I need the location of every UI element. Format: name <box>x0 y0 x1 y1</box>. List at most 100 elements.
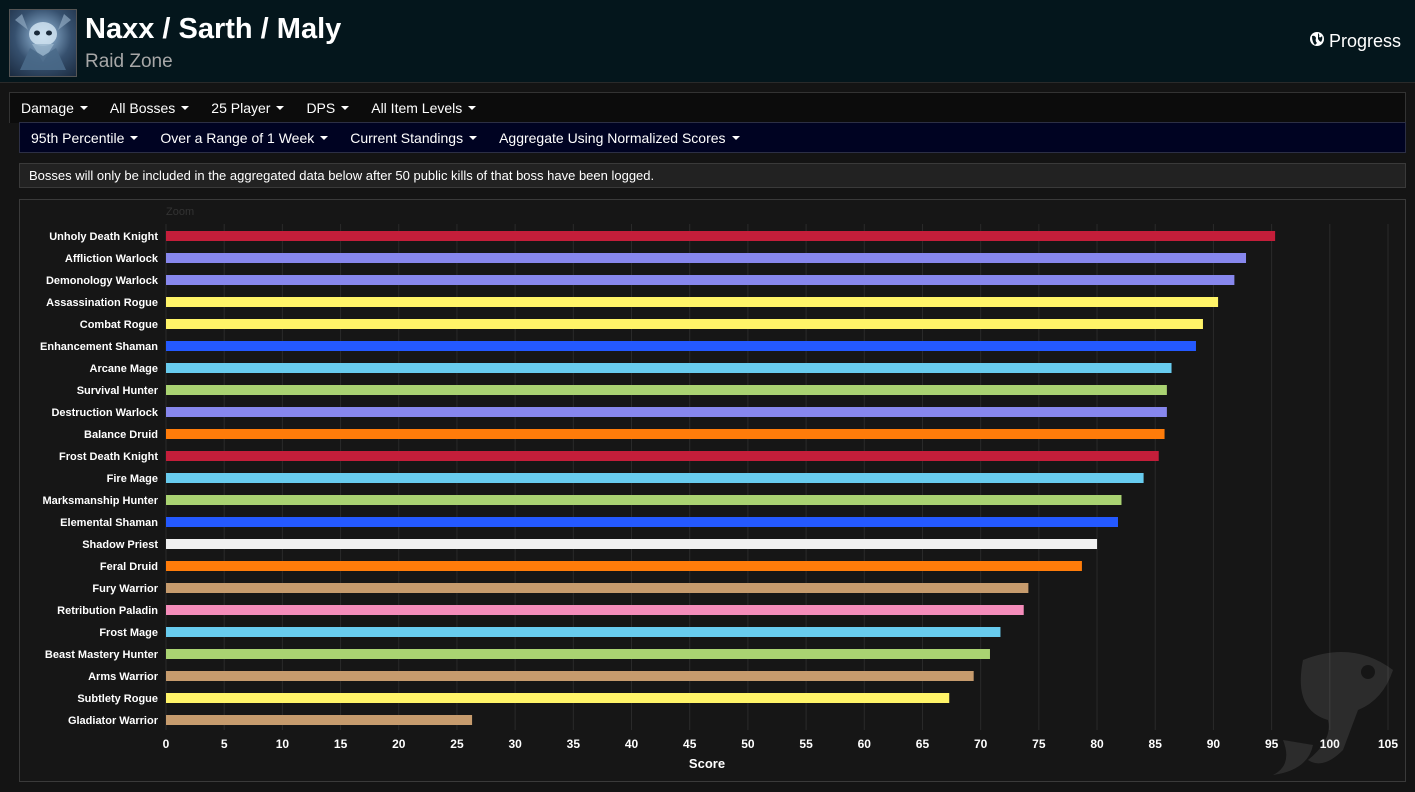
bar <box>166 451 1159 461</box>
bar <box>166 583 1029 593</box>
role-dropdown[interactable]: DPS <box>295 100 360 116</box>
standings-dropdown[interactable]: Current Standings <box>339 130 488 146</box>
chart-container: Zoom 0 5 10 15 20 25 30 35 40 45 50 55 60 65 70 75 80 85 90… <box>19 199 1406 782</box>
category-label: Beast Mastery Hunter <box>45 649 159 661</box>
category-label: Arms Warrior <box>88 671 159 683</box>
category-label: Gladiator Warrior <box>68 715 159 727</box>
category-label: Fury Warrior <box>92 583 158 595</box>
category-label: Feral Druid <box>100 561 158 573</box>
category-label: Affliction Warlock <box>65 253 159 265</box>
caret-down-icon <box>469 135 478 140</box>
category-label: Enhancement Shaman <box>40 341 158 353</box>
x-tick-label: 95 <box>1265 737 1279 751</box>
x-tick-label: 40 <box>625 737 639 751</box>
dropdown-label: Damage <box>21 100 74 116</box>
page-title: Naxx / Sarth / Maly <box>85 13 342 45</box>
bar <box>166 253 1247 263</box>
bar <box>166 385 1167 395</box>
bar <box>166 495 1122 505</box>
x-tick-label: 85 <box>1149 737 1163 751</box>
category-label: Marksmanship Hunter <box>42 495 158 507</box>
bar <box>166 231 1276 241</box>
progress-link[interactable]: Progress <box>1309 31 1401 52</box>
x-axis-label: Score <box>689 756 725 771</box>
category-label: Destruction Warlock <box>51 407 158 419</box>
bar <box>166 561 1082 571</box>
filter-bar-secondary: 95th Percentile Over a Range of 1 Week C… <box>19 122 1406 153</box>
dropdown-label: All Bosses <box>109 100 176 116</box>
category-label: Subtlety Rogue <box>77 693 158 705</box>
category-label: Arcane Mage <box>90 363 158 375</box>
bar <box>166 715 473 725</box>
bar <box>166 649 990 659</box>
bar <box>166 275 1235 285</box>
zone-icon <box>9 9 77 77</box>
item-level-dropdown[interactable]: All Item Levels <box>360 100 487 116</box>
caret-down-icon <box>320 135 329 140</box>
size-dropdown[interactable]: 25 Player <box>200 100 295 116</box>
aggregate-dropdown[interactable]: Aggregate Using Normalized Scores <box>488 130 750 146</box>
logo-watermark-icon <box>1273 652 1393 775</box>
dropdown-label: 95th Percentile <box>31 129 125 146</box>
notice-banner: Bosses will only be included in the aggr… <box>19 163 1406 188</box>
filter-bar-primary: Damage All Bosses 25 Player DPS All Item… <box>9 92 1406 123</box>
boss-dropdown[interactable]: All Bosses <box>99 100 200 116</box>
category-label: Frost Mage <box>99 627 158 639</box>
x-tick-label: 55 <box>799 737 813 751</box>
bar <box>166 627 1001 637</box>
category-label: Frost Death Knight <box>59 451 158 463</box>
x-tick-label: 15 <box>334 737 348 751</box>
x-tick-label: 30 <box>508 737 522 751</box>
caret-down-icon <box>79 106 88 110</box>
bar <box>166 297 1219 307</box>
bar <box>166 539 1098 549</box>
x-tick-label: 35 <box>567 737 581 751</box>
x-tick-label: 75 <box>1032 737 1046 751</box>
bar <box>166 605 1024 615</box>
globe-icon <box>1309 31 1325 52</box>
dropdown-label: Aggregate Using Normalized Scores <box>499 129 726 146</box>
percentile-dropdown[interactable]: 95th Percentile <box>20 130 149 146</box>
progress-label: Progress <box>1328 31 1401 51</box>
category-label: Assassination Rogue <box>46 297 158 309</box>
page-subtitle: Raid Zone <box>85 51 173 72</box>
caret-down-icon <box>468 106 477 110</box>
dropdown-label: All Item Levels <box>371 100 463 116</box>
x-tick-label: 45 <box>683 737 697 751</box>
x-tick-label: 10 <box>276 737 290 751</box>
bar-chart: Zoom 0 5 10 15 20 25 30 35 40 45 50 55 60 65 70 75 80 85 90… <box>40 206 1398 771</box>
x-tick-label: 0 <box>163 737 170 751</box>
caret-down-icon <box>130 135 139 140</box>
x-tick-label: 60 <box>858 737 872 751</box>
dropdown-label: DPS <box>306 100 336 116</box>
caret-down-icon <box>731 135 740 140</box>
bar <box>166 671 974 681</box>
metric-dropdown[interactable]: Damage <box>10 100 99 116</box>
category-label: Retribution Paladin <box>57 605 158 617</box>
bar <box>166 407 1167 417</box>
x-tick-label: 65 <box>916 737 930 751</box>
dropdown-label: 25 Player <box>211 100 271 116</box>
category-label: Survival Hunter <box>77 385 159 397</box>
bar <box>166 363 1172 373</box>
caret-down-icon <box>341 106 350 110</box>
bar <box>166 429 1165 439</box>
x-tick-label: 105 <box>1378 737 1398 751</box>
zoom-label: Zoom <box>166 206 194 218</box>
dropdown-label: Over a Range of 1 Week <box>160 129 315 146</box>
page-header: Naxx / Sarth / Maly Raid Zone Progress <box>0 0 1415 83</box>
category-label: Unholy Death Knight <box>49 231 158 243</box>
bar <box>166 341 1196 351</box>
dropdown-label: Current Standings <box>350 129 464 146</box>
range-dropdown[interactable]: Over a Range of 1 Week <box>149 130 339 146</box>
caret-down-icon <box>181 106 190 110</box>
bar <box>166 693 950 703</box>
category-label: Combat Rogue <box>80 319 158 331</box>
category-label: Shadow Priest <box>82 539 158 551</box>
category-label: Elemental Shaman <box>60 517 158 529</box>
x-tick-label: 20 <box>392 737 406 751</box>
bar <box>166 319 1203 329</box>
x-tick-label: 25 <box>450 737 464 751</box>
bar <box>166 517 1118 527</box>
category-label: Balance Druid <box>84 429 158 441</box>
